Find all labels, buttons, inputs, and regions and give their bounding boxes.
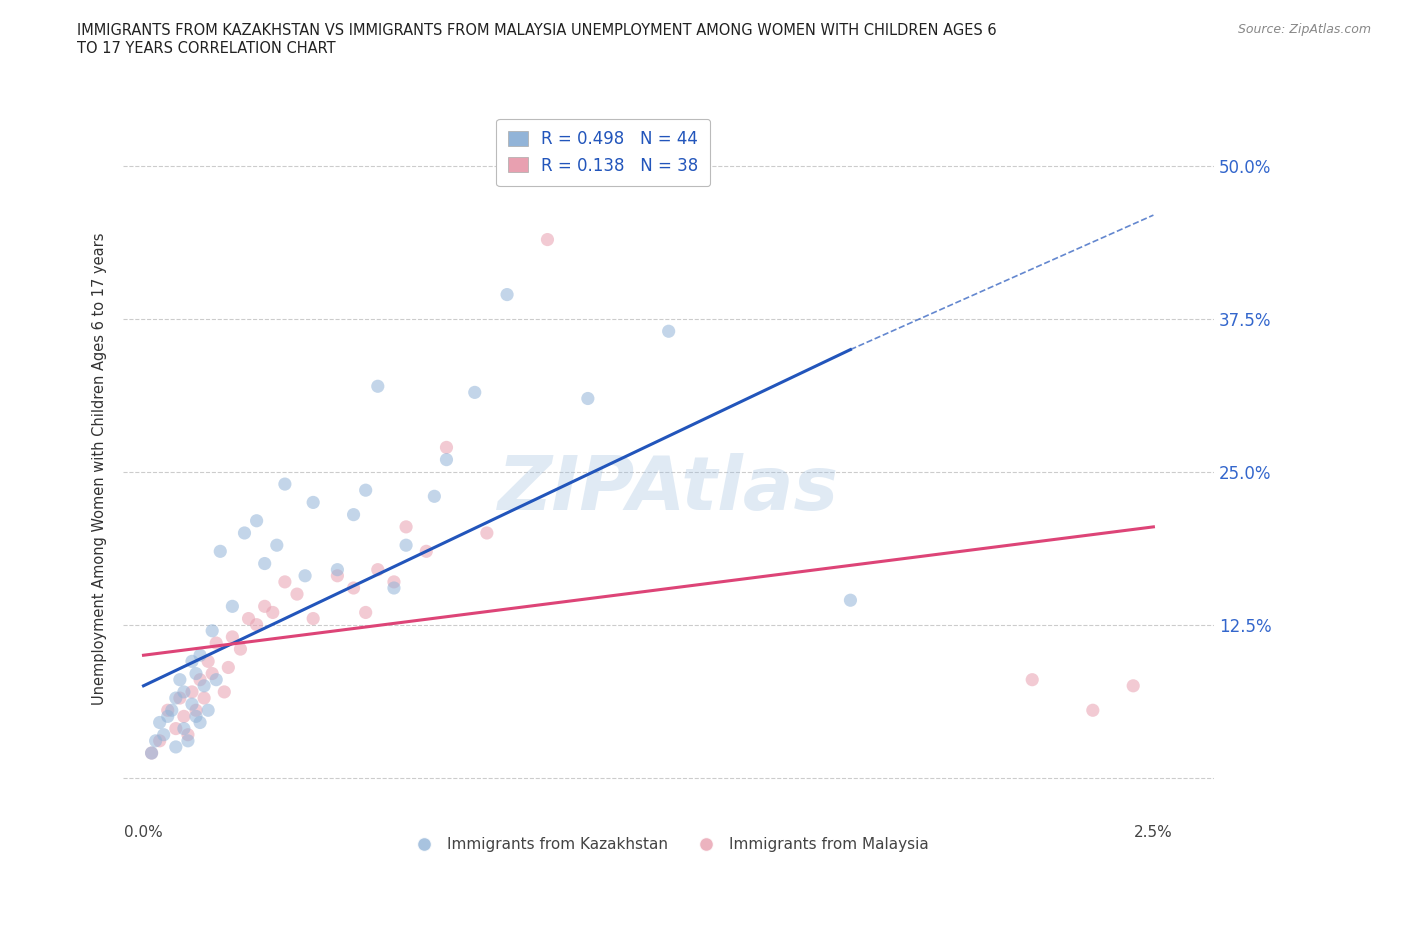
Point	[184, 709, 207, 724]
Point	[201, 666, 224, 681]
Point	[367, 563, 389, 578]
Point	[354, 605, 377, 620]
Point	[181, 697, 204, 711]
Text: Source: ZipAtlas.com: Source: ZipAtlas.com	[1237, 23, 1371, 36]
Point	[395, 538, 418, 552]
Point	[475, 525, 498, 540]
Point	[302, 611, 325, 626]
Point	[141, 746, 163, 761]
Point	[181, 654, 204, 669]
Point	[1021, 672, 1043, 687]
Point	[253, 599, 276, 614]
Point	[173, 684, 195, 699]
Legend: Immigrants from Kazakhstan, Immigrants from Malaysia: Immigrants from Kazakhstan, Immigrants f…	[402, 831, 935, 858]
Point	[205, 672, 228, 687]
Text: ZIPAtlas: ZIPAtlas	[498, 454, 839, 526]
Point	[141, 746, 163, 761]
Point	[382, 575, 405, 590]
Point	[217, 660, 239, 675]
Point	[285, 587, 308, 602]
Point	[1122, 678, 1144, 693]
Point	[302, 495, 325, 510]
Point	[156, 703, 179, 718]
Point	[193, 678, 215, 693]
Point	[274, 477, 297, 492]
Point	[415, 544, 437, 559]
Point	[229, 642, 252, 657]
Point	[145, 734, 167, 749]
Point	[221, 630, 243, 644]
Point	[253, 556, 276, 571]
Point	[169, 691, 191, 706]
Point	[173, 721, 195, 736]
Point	[165, 721, 187, 736]
Point	[274, 575, 297, 590]
Point	[326, 568, 349, 583]
Point	[395, 520, 418, 535]
Point	[496, 287, 519, 302]
Point	[1081, 703, 1104, 718]
Point	[342, 507, 364, 522]
Point	[181, 684, 204, 699]
Point	[367, 379, 389, 393]
Point	[354, 483, 377, 498]
Point	[464, 385, 486, 400]
Point	[266, 538, 288, 552]
Point	[326, 563, 349, 578]
Point	[177, 734, 200, 749]
Point	[382, 580, 405, 595]
Point	[165, 739, 187, 754]
Point	[165, 691, 187, 706]
Point	[184, 666, 207, 681]
Point	[436, 452, 458, 467]
Point	[160, 703, 183, 718]
Point	[177, 727, 200, 742]
Point	[152, 727, 174, 742]
Point	[173, 709, 195, 724]
Point	[201, 623, 224, 638]
Point	[839, 592, 862, 607]
Point	[658, 324, 681, 339]
Point	[262, 605, 284, 620]
Point	[342, 580, 364, 595]
Point	[238, 611, 260, 626]
Point	[149, 715, 172, 730]
Point	[246, 618, 269, 632]
Y-axis label: Unemployment Among Women with Children Ages 6 to 17 years: Unemployment Among Women with Children A…	[93, 232, 107, 705]
Point	[536, 232, 558, 247]
Point	[197, 703, 219, 718]
Point	[205, 635, 228, 650]
Point	[221, 599, 243, 614]
Point	[156, 709, 179, 724]
Point	[193, 691, 215, 706]
Point	[233, 525, 256, 540]
Point	[169, 672, 191, 687]
Point	[209, 544, 232, 559]
Point	[423, 489, 446, 504]
Text: IMMIGRANTS FROM KAZAKHSTAN VS IMMIGRANTS FROM MALAYSIA UNEMPLOYMENT AMONG WOMEN : IMMIGRANTS FROM KAZAKHSTAN VS IMMIGRANTS…	[77, 23, 997, 56]
Point	[149, 734, 172, 749]
Point	[436, 440, 458, 455]
Point	[214, 684, 236, 699]
Point	[197, 654, 219, 669]
Point	[188, 715, 211, 730]
Point	[576, 391, 599, 405]
Point	[184, 703, 207, 718]
Point	[246, 513, 269, 528]
Point	[294, 568, 316, 583]
Point	[188, 672, 211, 687]
Point	[188, 648, 211, 663]
